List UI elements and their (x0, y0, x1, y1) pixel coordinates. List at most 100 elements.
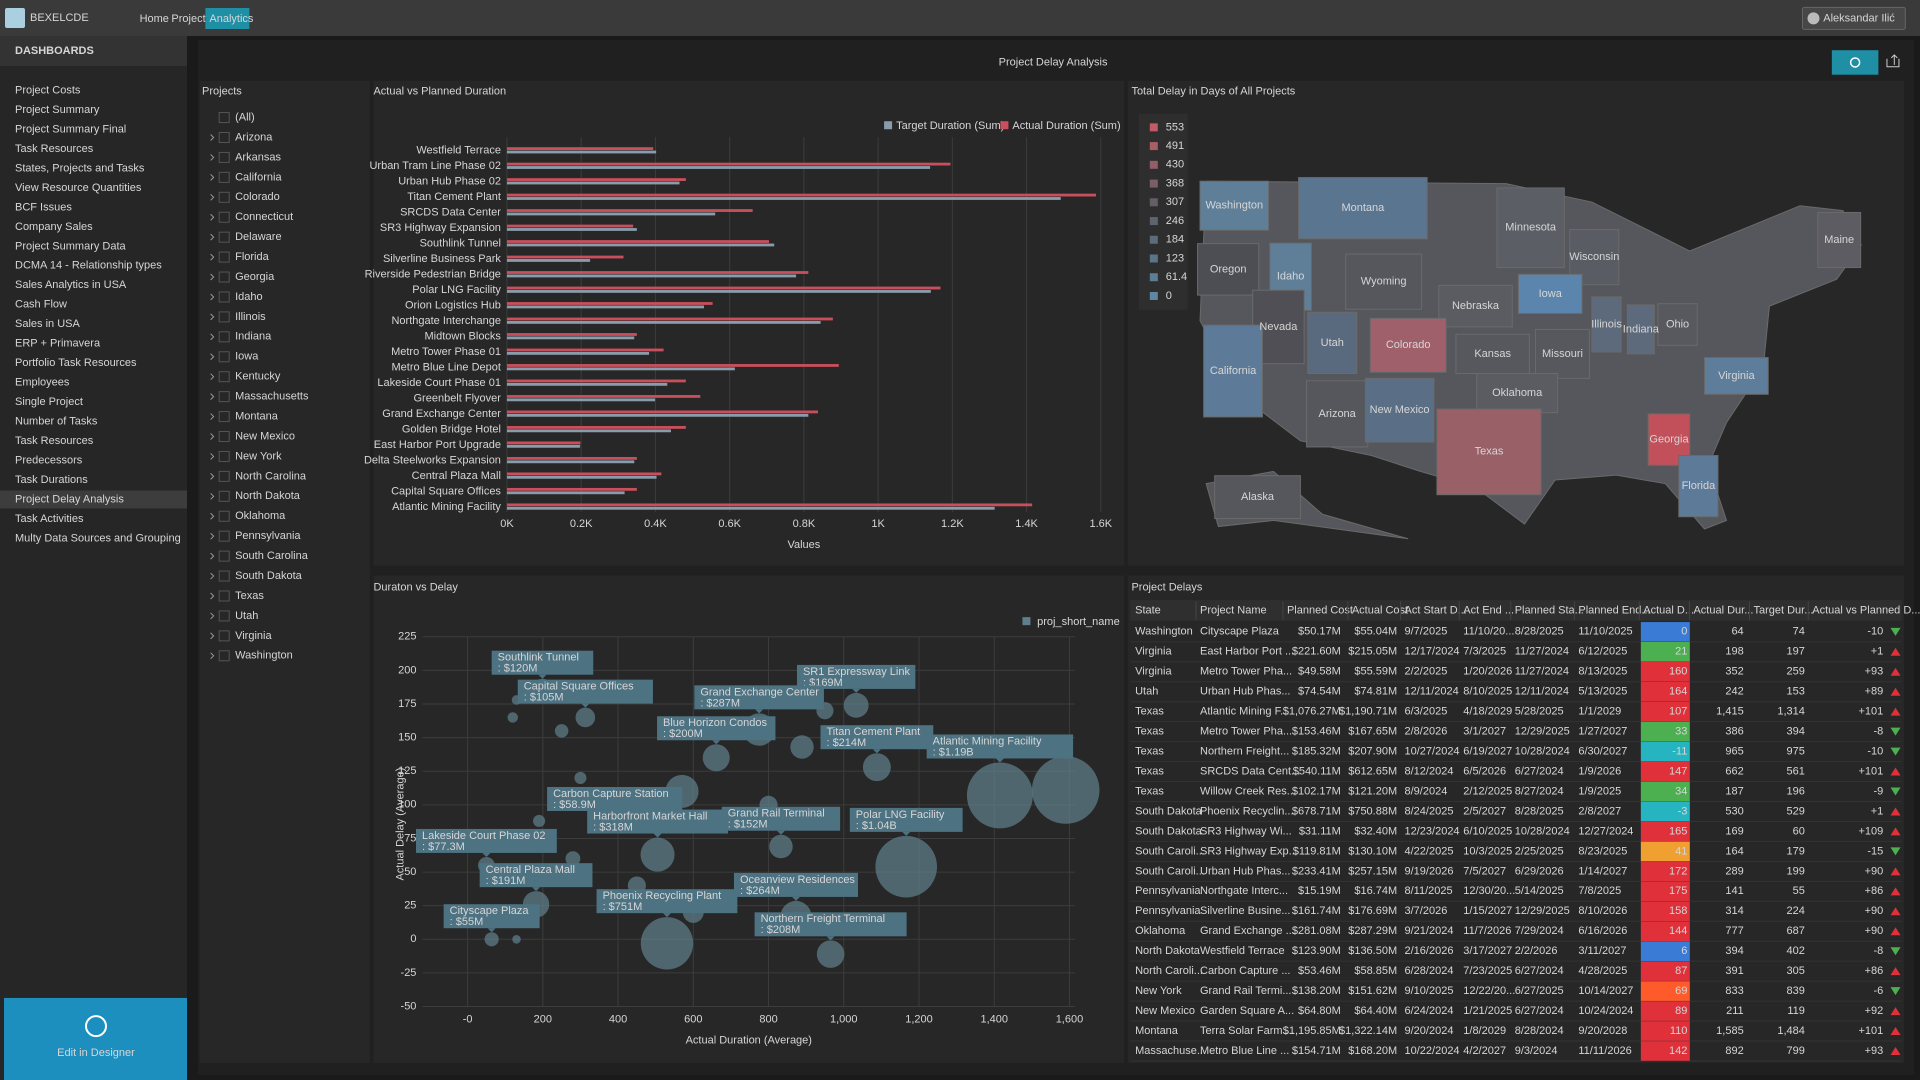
filter-item[interactable]: Arkansas (235, 151, 281, 163)
expand-arrow[interactable] (210, 373, 215, 381)
checkbox[interactable] (218, 191, 230, 203)
state[interactable] (1364, 377, 1435, 443)
checkbox[interactable] (218, 151, 230, 163)
checkbox[interactable] (218, 450, 230, 462)
column-header[interactable]: Project Name (1200, 604, 1267, 616)
sidebar-item[interactable]: ERP + Primavera (15, 338, 101, 350)
sidebar-item[interactable]: Task Resources (15, 143, 94, 155)
sidebar-item[interactable]: Project Summary Data (15, 240, 127, 252)
bubble[interactable] (575, 707, 596, 728)
expand-arrow[interactable] (210, 632, 215, 640)
designer-label[interactable]: Edit in Designer (57, 1047, 135, 1059)
checkbox[interactable] (218, 251, 230, 263)
state[interactable] (1517, 273, 1583, 314)
user-menu[interactable] (1801, 6, 1906, 30)
sidebar-item[interactable]: DCMA 14 - Relationship types (15, 260, 162, 272)
state[interactable] (1197, 243, 1260, 296)
filter-item[interactable]: Iowa (235, 351, 259, 363)
filter-item[interactable]: California (235, 171, 282, 183)
expand-arrow[interactable] (210, 572, 215, 580)
state[interactable] (1476, 372, 1559, 414)
column-header[interactable]: Act Start D... (1405, 604, 1467, 616)
refresh-button[interactable] (1831, 50, 1879, 75)
filter-item[interactable]: Florida (235, 251, 270, 263)
sidebar-item[interactable]: Number of Tasks (15, 416, 98, 428)
bubble[interactable] (702, 744, 730, 772)
state[interactable] (1214, 475, 1301, 520)
bubble[interactable] (875, 835, 938, 898)
sidebar-item[interactable]: Task Resources (15, 435, 94, 447)
state[interactable] (1535, 328, 1590, 379)
sidebar-item[interactable]: Portfolio Task Resources (15, 357, 137, 369)
sidebar-item[interactable]: Cash Flow (15, 299, 67, 311)
bubble[interactable] (512, 935, 521, 944)
filter-item[interactable]: Georgia (235, 271, 275, 283)
filter-item[interactable]: Montana (235, 410, 279, 422)
checkbox[interactable] (218, 331, 230, 343)
sidebar-item[interactable]: Company Sales (15, 221, 93, 233)
column-header[interactable]: Actual vs Planned D... (1812, 604, 1920, 616)
bubble[interactable] (574, 771, 587, 784)
checkbox[interactable] (218, 211, 230, 223)
checkbox[interactable] (218, 490, 230, 502)
expand-arrow[interactable] (210, 213, 215, 221)
checkbox[interactable] (218, 590, 230, 602)
checkbox[interactable] (218, 431, 230, 443)
filter-item[interactable]: Arizona (235, 131, 273, 143)
sidebar-item[interactable]: Predecessors (15, 454, 83, 466)
state[interactable] (1298, 177, 1428, 240)
state[interactable] (1199, 180, 1270, 231)
state[interactable] (1306, 380, 1369, 448)
checkbox[interactable] (218, 510, 230, 522)
bubble[interactable] (816, 940, 845, 968)
state[interactable] (1203, 324, 1263, 418)
filter-item[interactable]: Kentucky (235, 371, 281, 383)
filter-item[interactable]: New York (235, 450, 282, 462)
filter-item[interactable]: Oklahoma (235, 510, 286, 522)
expand-arrow[interactable] (210, 473, 215, 480)
expand-arrow[interactable] (210, 612, 215, 620)
column-header[interactable]: Actual Dur... (1693, 604, 1753, 616)
expand-arrow[interactable] (210, 433, 215, 440)
bubble[interactable] (1031, 756, 1100, 824)
state[interactable] (1369, 317, 1447, 373)
checkbox[interactable] (218, 231, 230, 243)
filter-item[interactable]: Texas (235, 590, 264, 602)
expand-arrow[interactable] (210, 413, 215, 420)
expand-arrow[interactable] (210, 253, 215, 261)
sidebar-item[interactable]: Employees (15, 377, 70, 389)
expand-arrow[interactable] (210, 193, 215, 201)
checkbox[interactable] (218, 570, 230, 582)
bubble[interactable] (843, 692, 869, 718)
filter-item[interactable]: Massachusetts (235, 391, 309, 403)
share-icon[interactable] (1886, 54, 1900, 68)
sidebar-item[interactable]: BCF Issues (15, 201, 72, 213)
bubble[interactable] (862, 753, 891, 782)
bubble[interactable] (769, 834, 793, 859)
filter-item[interactable]: Idaho (235, 291, 263, 303)
column-header[interactable]: Actual Cost (1352, 604, 1408, 616)
checkbox[interactable] (218, 112, 230, 124)
checkbox[interactable] (218, 550, 230, 562)
state[interactable] (1657, 303, 1698, 346)
checkbox[interactable] (218, 171, 230, 183)
state[interactable] (1591, 296, 1622, 353)
state[interactable] (1626, 304, 1655, 355)
filter-item[interactable]: Delaware (235, 231, 281, 243)
sidebar-item[interactable]: Project Summary (15, 104, 100, 116)
bubble[interactable] (565, 851, 581, 867)
filter-item[interactable]: North Dakota (235, 490, 301, 502)
sidebar-item[interactable]: Project Delay Analysis (15, 493, 124, 505)
nav-item[interactable]: Home (140, 13, 169, 25)
expand-arrow[interactable] (210, 134, 215, 141)
bubble[interactable] (507, 712, 518, 723)
expand-arrow[interactable] (210, 273, 215, 281)
expand-arrow[interactable] (210, 512, 215, 520)
column-header[interactable]: Planned End... (1578, 604, 1650, 616)
filter-item[interactable]: Illinois (235, 311, 266, 323)
sidebar-item[interactable]: Task Activities (15, 513, 84, 525)
sidebar-item[interactable]: Project Summary Final (15, 123, 126, 135)
sidebar-item[interactable]: States, Projects and Tasks (15, 162, 145, 174)
expand-arrow[interactable] (210, 333, 215, 341)
expand-arrow[interactable] (210, 393, 215, 400)
